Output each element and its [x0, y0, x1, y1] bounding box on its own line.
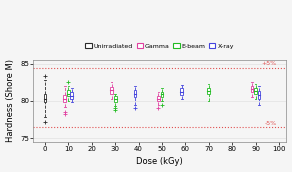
Bar: [134, 90, 136, 97]
Bar: [254, 88, 257, 94]
Bar: [207, 88, 210, 94]
Bar: [114, 96, 117, 102]
Bar: [180, 88, 183, 95]
X-axis label: Dose (kGy): Dose (kGy): [136, 157, 183, 166]
Text: +5%: +5%: [262, 61, 277, 66]
Y-axis label: Hardness (Shore M): Hardness (Shore M): [6, 60, 15, 142]
Bar: [67, 90, 70, 96]
Bar: [44, 94, 46, 102]
Bar: [161, 92, 163, 97]
Bar: [63, 95, 66, 102]
Bar: [110, 87, 113, 94]
Bar: [70, 92, 73, 99]
Bar: [258, 91, 260, 99]
Bar: [251, 86, 253, 92]
Bar: [157, 96, 160, 101]
Legend: Unirradiated, Gamma, E-beam, X-ray: Unirradiated, Gamma, E-beam, X-ray: [83, 40, 236, 51]
Text: -5%: -5%: [265, 121, 277, 126]
